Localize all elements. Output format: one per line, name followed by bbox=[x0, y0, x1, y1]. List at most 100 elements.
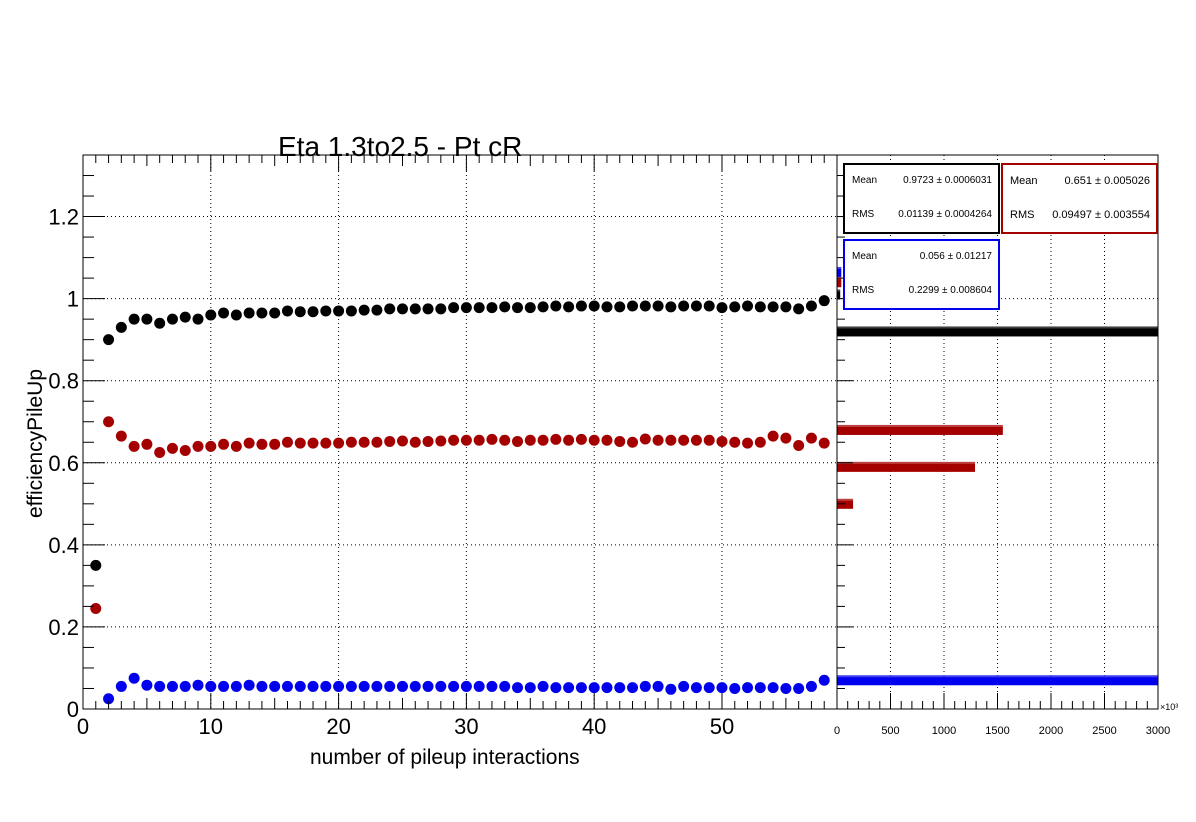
data-point-series-2 bbox=[218, 438, 230, 450]
stat-mean-value: 0.651 ± 0.005026 bbox=[1064, 175, 1150, 187]
side-bar-series-3 bbox=[837, 266, 842, 277]
data-point-series-2 bbox=[192, 440, 204, 452]
x-tick-label: 0 bbox=[77, 714, 89, 739]
data-point-series-3 bbox=[729, 682, 741, 694]
stat-box-red: Mean 0.651 ± 0.005026 RMS 0.09497 ± 0.0035… bbox=[1001, 163, 1158, 234]
y-axis-label: efficiencyPileUp bbox=[24, 369, 47, 518]
data-point-series-3 bbox=[396, 680, 408, 692]
data-point-series-2 bbox=[550, 433, 562, 445]
data-point-series-1 bbox=[639, 300, 651, 312]
data-point-series-3 bbox=[230, 680, 242, 692]
data-point-series-2 bbox=[818, 437, 830, 449]
stat-mean-value: 0.056 ± 0.01217 bbox=[919, 251, 992, 262]
data-point-series-1 bbox=[550, 300, 562, 312]
data-point-series-2 bbox=[703, 434, 715, 446]
data-point-series-1 bbox=[358, 304, 370, 316]
side-x-tick-label: 1500 bbox=[985, 725, 1009, 737]
data-point-series-1 bbox=[90, 559, 102, 571]
side-bar-highlight bbox=[837, 289, 841, 292]
data-point-series-3 bbox=[179, 680, 191, 692]
data-point-series-1 bbox=[307, 306, 319, 318]
side-x-tick-label: 500 bbox=[881, 725, 899, 737]
data-point-series-2 bbox=[793, 440, 805, 452]
data-point-series-1 bbox=[103, 334, 115, 346]
data-point-series-3 bbox=[588, 682, 600, 694]
data-point-series-2 bbox=[103, 416, 115, 428]
side-histogram-bars bbox=[837, 266, 1158, 686]
data-point-series-3 bbox=[435, 680, 447, 692]
data-point-series-1 bbox=[230, 309, 242, 321]
data-point-series-3 bbox=[269, 680, 281, 692]
y-tick-label: 0.8 bbox=[48, 369, 79, 394]
data-point-series-1 bbox=[179, 311, 191, 323]
data-point-series-1 bbox=[703, 300, 715, 312]
data-point-series-2 bbox=[767, 430, 779, 442]
data-point-series-1 bbox=[588, 300, 600, 312]
data-point-series-2 bbox=[154, 447, 166, 459]
data-point-series-3 bbox=[358, 680, 370, 692]
data-point-series-2 bbox=[179, 444, 191, 456]
main-plot-frame bbox=[82, 154, 838, 710]
data-point-series-2 bbox=[435, 435, 447, 447]
data-point-series-2 bbox=[371, 436, 383, 448]
data-point-series-2 bbox=[563, 434, 575, 446]
side-bar-highlight bbox=[837, 498, 854, 501]
y-tick-label: 0.2 bbox=[48, 615, 79, 640]
data-point-series-3 bbox=[690, 682, 702, 694]
data-point-series-3 bbox=[448, 680, 460, 692]
y-tick-label: 1.2 bbox=[48, 205, 79, 230]
x-tick-label: 30 bbox=[454, 714, 478, 739]
side-bar-highlight bbox=[837, 326, 1158, 329]
data-point-series-3 bbox=[716, 682, 728, 694]
data-point-series-1 bbox=[435, 303, 447, 315]
data-point-series-1 bbox=[448, 302, 460, 314]
data-point-series-2 bbox=[269, 438, 281, 450]
data-point-series-2 bbox=[358, 436, 370, 448]
main-axis-ticks: 0 10 20 30 40 50 0 0.2 0.4 0.6 0.8 1 1.2 bbox=[48, 155, 825, 739]
data-point-series-1 bbox=[396, 303, 408, 315]
data-point-series-1 bbox=[422, 303, 434, 315]
data-point-series-2 bbox=[422, 435, 434, 447]
side-bar-series-2 bbox=[837, 498, 854, 509]
data-point-series-3 bbox=[422, 680, 434, 692]
data-point-series-3 bbox=[563, 682, 575, 694]
chart-title: Eta 1.3to2.5 - Pt cR bbox=[278, 131, 522, 162]
data-point-series-2 bbox=[128, 440, 140, 452]
data-point-series-1 bbox=[793, 303, 805, 315]
data-point-series-1 bbox=[690, 300, 702, 312]
data-point-series-1 bbox=[409, 303, 421, 315]
data-point-series-1 bbox=[678, 300, 690, 312]
data-point-series-2 bbox=[588, 434, 600, 446]
data-point-series-3 bbox=[575, 682, 587, 694]
stat-mean-label: Mean bbox=[1010, 175, 1038, 187]
data-point-series-3 bbox=[499, 680, 511, 692]
data-point-series-3 bbox=[793, 682, 805, 694]
stat-rms-label: RMS bbox=[852, 209, 875, 220]
data-point-series-2 bbox=[243, 437, 255, 449]
data-point-series-3 bbox=[805, 680, 817, 692]
data-point-series-1 bbox=[281, 305, 293, 317]
data-point-series-2 bbox=[780, 432, 792, 444]
data-point-series-2 bbox=[473, 434, 485, 446]
y-tick-label: 0.6 bbox=[48, 451, 79, 476]
data-point-series-3 bbox=[627, 682, 639, 694]
data-point-series-1 bbox=[294, 306, 306, 318]
data-point-series-2 bbox=[601, 434, 613, 446]
data-point-series-2 bbox=[230, 440, 242, 452]
side-x-tick-label: 2000 bbox=[1039, 725, 1063, 737]
data-point-series-3 bbox=[103, 693, 115, 705]
data-point-series-2 bbox=[448, 434, 460, 446]
data-point-series-2 bbox=[409, 436, 421, 448]
data-point-series-2 bbox=[805, 432, 817, 444]
data-point-series-3 bbox=[754, 682, 766, 694]
x-axis-label: number of pileup interactions bbox=[310, 746, 580, 769]
data-point-series-2 bbox=[115, 430, 127, 442]
x-tick-label: 40 bbox=[582, 714, 606, 739]
data-point-series-2 bbox=[384, 435, 396, 447]
data-point-series-2 bbox=[499, 434, 511, 446]
data-point-series-1 bbox=[614, 301, 626, 313]
data-point-series-3 bbox=[780, 682, 792, 694]
data-point-series-2 bbox=[345, 436, 357, 448]
data-point-series-2 bbox=[678, 434, 690, 446]
data-point-series-1 bbox=[256, 307, 268, 319]
